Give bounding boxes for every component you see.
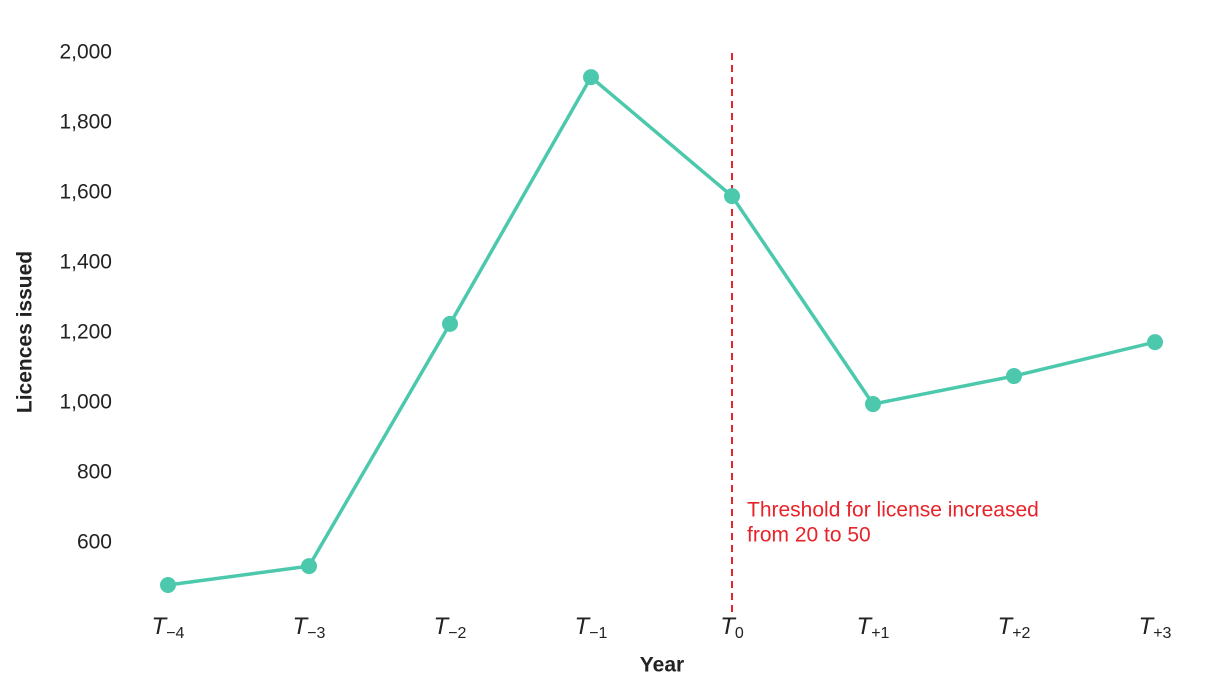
x-tick-label: T+2 [998, 613, 1031, 642]
annotation-text: from 20 to 50 [747, 524, 871, 547]
data-point [1147, 334, 1163, 351]
x-tick-label: T−2 [434, 613, 467, 642]
data-point [865, 396, 881, 413]
x-tick-label: T+1 [857, 613, 890, 642]
y-tick-label: 1,800 [59, 111, 112, 134]
x-tick-label: T+3 [1139, 613, 1172, 642]
annotation-text: Threshold for license increased [747, 499, 1039, 522]
y-tick-label: 2,000 [59, 41, 112, 64]
y-axis-title: Licences issued [14, 251, 37, 413]
y-tick-label: 1,400 [59, 251, 112, 274]
data-point [583, 69, 599, 86]
data-point [1006, 368, 1022, 385]
y-tick-label: 800 [77, 461, 112, 484]
data-line [167, 74, 1156, 587]
y-tick-label: 1,000 [59, 391, 112, 414]
y-tick-label: 600 [77, 531, 112, 554]
data-point [724, 188, 740, 205]
x-tick-label: T−3 [293, 613, 326, 642]
x-tick-label: T0 [720, 613, 744, 642]
data-point [160, 577, 176, 593]
data-point [442, 315, 458, 332]
y-tick-label: 1,600 [59, 181, 112, 204]
x-axis-title: Year [640, 654, 684, 677]
y-tick-label: 1,200 [59, 321, 112, 344]
x-tick-label: T−4 [152, 613, 185, 642]
x-tick-label: T−1 [575, 613, 608, 642]
data-point [301, 558, 317, 575]
